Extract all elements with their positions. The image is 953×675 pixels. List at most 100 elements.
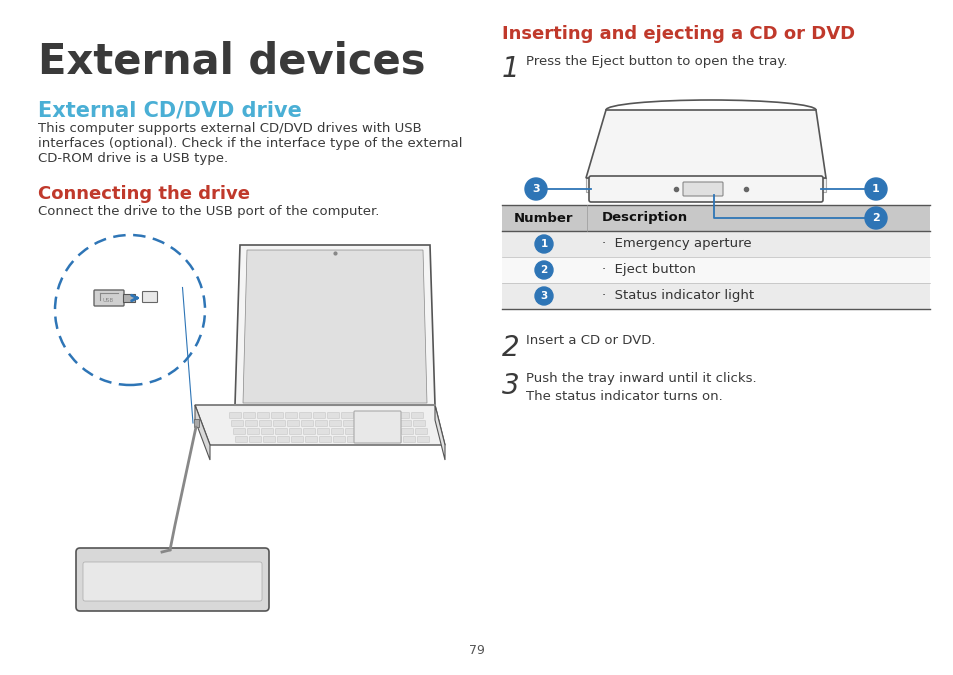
- Bar: [585, 178, 825, 192]
- Text: Press the Eject button to open the tray.: Press the Eject button to open the tray.: [525, 55, 786, 68]
- FancyBboxPatch shape: [250, 437, 261, 443]
- FancyBboxPatch shape: [403, 437, 416, 443]
- FancyBboxPatch shape: [232, 421, 243, 427]
- Circle shape: [535, 287, 553, 305]
- Text: Inserting and ejecting a CD or DVD: Inserting and ejecting a CD or DVD: [501, 25, 854, 43]
- FancyBboxPatch shape: [334, 437, 345, 443]
- Text: interfaces (optional). Check if the interface type of the external: interfaces (optional). Check if the inte…: [38, 137, 462, 150]
- FancyBboxPatch shape: [277, 437, 289, 443]
- FancyBboxPatch shape: [243, 412, 255, 418]
- Text: 3: 3: [539, 291, 547, 301]
- FancyBboxPatch shape: [275, 429, 287, 435]
- FancyBboxPatch shape: [230, 412, 241, 418]
- FancyBboxPatch shape: [83, 562, 262, 601]
- FancyBboxPatch shape: [319, 437, 331, 443]
- FancyBboxPatch shape: [299, 412, 312, 418]
- FancyBboxPatch shape: [235, 437, 247, 443]
- FancyBboxPatch shape: [375, 437, 387, 443]
- Polygon shape: [234, 245, 435, 405]
- FancyBboxPatch shape: [345, 429, 357, 435]
- Text: Insert a CD or DVD.: Insert a CD or DVD.: [525, 334, 655, 347]
- Text: Description: Description: [601, 211, 687, 225]
- Polygon shape: [585, 110, 825, 178]
- Text: The status indicator turns on.: The status indicator turns on.: [525, 390, 722, 403]
- Text: 2: 2: [871, 213, 879, 223]
- Text: External devices: External devices: [38, 40, 425, 82]
- Text: ·  Emergency aperture: · Emergency aperture: [601, 238, 751, 250]
- FancyBboxPatch shape: [399, 421, 411, 427]
- Text: ·  Status indicator light: · Status indicator light: [601, 290, 753, 302]
- Polygon shape: [194, 405, 210, 460]
- FancyBboxPatch shape: [357, 421, 369, 427]
- FancyBboxPatch shape: [314, 412, 325, 418]
- FancyBboxPatch shape: [389, 437, 401, 443]
- FancyBboxPatch shape: [315, 421, 327, 427]
- FancyBboxPatch shape: [142, 292, 157, 302]
- Text: CD-ROM drive is a USB type.: CD-ROM drive is a USB type.: [38, 152, 228, 165]
- FancyBboxPatch shape: [341, 412, 354, 418]
- FancyBboxPatch shape: [301, 421, 314, 427]
- FancyBboxPatch shape: [416, 429, 427, 435]
- FancyBboxPatch shape: [369, 412, 381, 418]
- FancyBboxPatch shape: [274, 421, 285, 427]
- Circle shape: [535, 261, 553, 279]
- FancyBboxPatch shape: [289, 429, 301, 435]
- FancyBboxPatch shape: [287, 421, 299, 427]
- Text: Connect the drive to the USB port of the computer.: Connect the drive to the USB port of the…: [38, 205, 379, 218]
- Bar: [501, 257, 929, 283]
- Text: 1: 1: [539, 239, 547, 249]
- Text: 2: 2: [539, 265, 547, 275]
- Text: This computer supports external CD/DVD drives with USB: This computer supports external CD/DVD d…: [38, 122, 421, 135]
- Text: USB: USB: [103, 298, 114, 302]
- FancyBboxPatch shape: [272, 412, 283, 418]
- Text: 3: 3: [532, 184, 539, 194]
- Polygon shape: [243, 250, 427, 403]
- FancyBboxPatch shape: [397, 412, 409, 418]
- Text: Number: Number: [514, 211, 573, 225]
- FancyBboxPatch shape: [588, 176, 822, 202]
- Text: Connecting the drive: Connecting the drive: [38, 185, 250, 203]
- Bar: [501, 205, 929, 231]
- FancyBboxPatch shape: [94, 290, 124, 306]
- FancyBboxPatch shape: [257, 412, 269, 418]
- FancyBboxPatch shape: [355, 412, 367, 418]
- FancyBboxPatch shape: [383, 412, 395, 418]
- Text: 79: 79: [469, 644, 484, 657]
- FancyBboxPatch shape: [247, 429, 259, 435]
- Text: 1: 1: [501, 55, 519, 83]
- FancyBboxPatch shape: [387, 429, 399, 435]
- Text: External CD/DVD drive: External CD/DVD drive: [38, 100, 301, 120]
- FancyBboxPatch shape: [285, 412, 297, 418]
- Circle shape: [535, 235, 553, 253]
- FancyBboxPatch shape: [305, 437, 317, 443]
- FancyBboxPatch shape: [401, 429, 413, 435]
- Polygon shape: [435, 405, 444, 460]
- FancyBboxPatch shape: [682, 182, 722, 196]
- FancyBboxPatch shape: [413, 421, 425, 427]
- FancyBboxPatch shape: [303, 429, 315, 435]
- Bar: [193, 419, 199, 427]
- FancyBboxPatch shape: [261, 429, 274, 435]
- Bar: [501, 231, 929, 257]
- FancyBboxPatch shape: [317, 429, 329, 435]
- FancyBboxPatch shape: [329, 421, 341, 427]
- Text: 1: 1: [871, 184, 879, 194]
- Text: ·  Eject button: · Eject button: [601, 263, 695, 277]
- FancyBboxPatch shape: [292, 437, 303, 443]
- Text: 2: 2: [501, 334, 519, 362]
- FancyBboxPatch shape: [233, 429, 245, 435]
- FancyBboxPatch shape: [385, 421, 397, 427]
- FancyBboxPatch shape: [361, 437, 374, 443]
- FancyBboxPatch shape: [331, 429, 343, 435]
- FancyBboxPatch shape: [259, 421, 272, 427]
- Text: 3: 3: [501, 372, 519, 400]
- FancyBboxPatch shape: [347, 437, 359, 443]
- FancyBboxPatch shape: [245, 421, 257, 427]
- FancyBboxPatch shape: [371, 421, 383, 427]
- Circle shape: [864, 207, 886, 229]
- FancyBboxPatch shape: [343, 421, 355, 427]
- FancyBboxPatch shape: [354, 411, 400, 443]
- Circle shape: [524, 178, 546, 200]
- Circle shape: [864, 178, 886, 200]
- FancyBboxPatch shape: [76, 548, 269, 611]
